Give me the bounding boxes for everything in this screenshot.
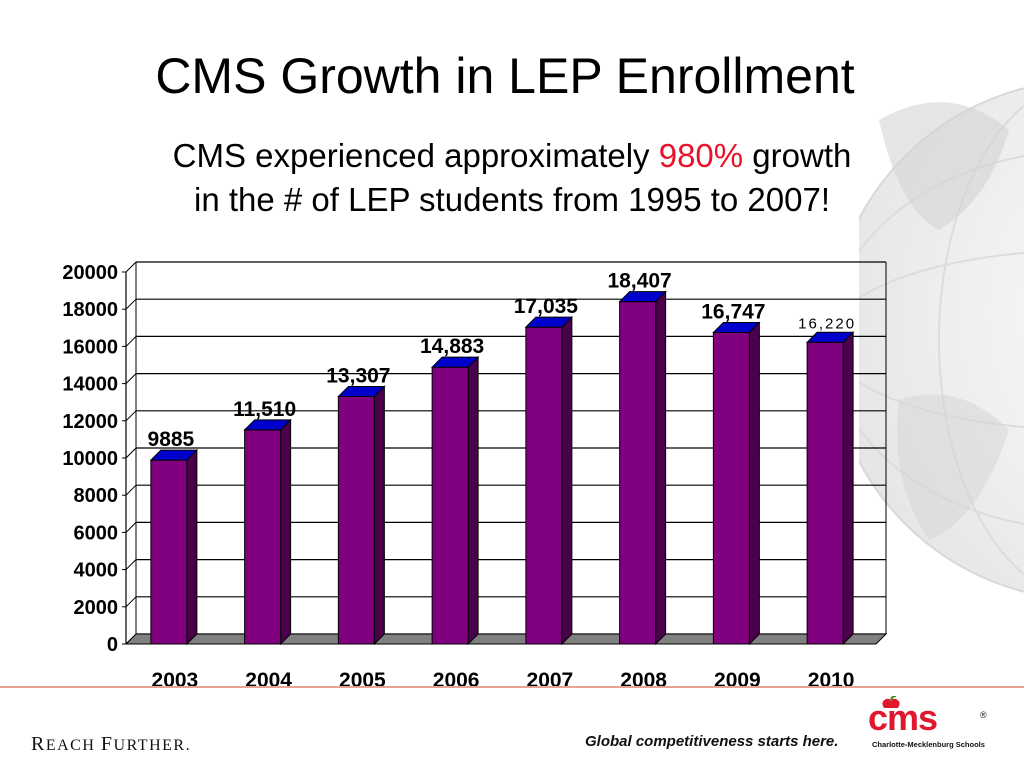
- data-label-2007: 17,035: [514, 295, 579, 318]
- subtitle-text-end: growth: [743, 137, 852, 174]
- y-tick-label: 2000: [74, 597, 119, 619]
- x-tick-label: 2003: [152, 669, 199, 690]
- bar-side-2010: [842, 331, 854, 646]
- x-tick-label: 2008: [620, 669, 667, 690]
- y-tick-label: 16000: [62, 336, 118, 358]
- cms-logo-text: cms: [868, 697, 938, 738]
- gridline-depth: [125, 336, 137, 347]
- bar-top-2009: [712, 322, 761, 334]
- data-label-2004: 11,510: [233, 398, 296, 421]
- x-tick-label: 2010: [808, 669, 855, 690]
- bar-side-2009: [748, 321, 760, 646]
- chart-floor: [124, 633, 888, 645]
- bar-top-2005: [337, 385, 386, 397]
- bar-chart: 0 2000 4000 6000 8000 10000 12000 14000 16000 180…: [62, 261, 888, 690]
- footer-divider: [0, 686, 1024, 688]
- bar-2003: [150, 459, 188, 645]
- y-tick-label: 18000: [62, 299, 118, 321]
- data-label-2008: 18,407: [608, 270, 672, 293]
- data-label-2006: 14,883: [420, 335, 484, 358]
- bar-2005: [337, 395, 375, 645]
- reach-letter-r: R: [31, 733, 46, 755]
- data-label-2009: 16,747: [701, 301, 765, 324]
- bar-side-2008: [655, 290, 667, 646]
- gridline-depth: [125, 447, 137, 459]
- gridline-depth: [125, 484, 137, 496]
- y-tick-label: 20000: [62, 262, 118, 284]
- bar-2004: [244, 429, 282, 645]
- bar-side-2004: [280, 418, 292, 646]
- bar-top-2004: [243, 419, 292, 431]
- apple-icon: [882, 696, 900, 708]
- further-word-rest: URTHER.: [113, 737, 192, 754]
- gridline-depth: [125, 373, 137, 384]
- bar-top-2007: [524, 316, 574, 328]
- bar-top-2008: [618, 291, 667, 303]
- slide-subtitle: CMS experienced approximately 980% growt…: [0, 134, 1024, 222]
- gridline-depth: [125, 298, 137, 310]
- data-label-2005: 13,307: [326, 364, 390, 387]
- y-tick-label: 14000: [62, 374, 118, 396]
- cms-logo: cms ® Charlotte-Mecklenburg Schools: [868, 696, 988, 754]
- bar-2006: [431, 366, 469, 645]
- bar-side-2003: [186, 448, 198, 646]
- x-tick-label: 2004: [245, 669, 292, 690]
- bar-top-2006: [430, 356, 480, 368]
- y-tick-label: 4000: [74, 560, 119, 582]
- y-tick-label: 0: [107, 634, 118, 656]
- x-tick-label: 2009: [714, 669, 761, 690]
- gridline-depth: [125, 559, 137, 570]
- bar-side-2007: [561, 315, 573, 646]
- reach-further-slogan: REACH FURTHER.: [31, 733, 191, 756]
- bar-2009: [712, 332, 750, 645]
- x-tick-label: 2005: [339, 669, 386, 690]
- slide-title: CMS Growth in LEP Enrollment: [155, 48, 855, 104]
- bar-top-2003: [149, 449, 199, 461]
- data-label-2010: 16,220: [798, 315, 856, 332]
- subtitle-line-2: in the # of LEP students from 1995 to 20…: [194, 181, 830, 218]
- gridline-depth: [125, 522, 137, 533]
- x-tick-label: 2007: [527, 669, 574, 690]
- reach-word-rest: EACH: [45, 737, 101, 754]
- cms-logo-subtitle: Charlotte-Mecklenburg Schools: [872, 740, 985, 749]
- bar-2007: [525, 326, 563, 645]
- bar-side-2006: [467, 355, 479, 646]
- bar-side-2005: [373, 385, 385, 646]
- footer-tagline: Global competitiveness starts here.: [585, 733, 839, 750]
- y-tick-label: 8000: [74, 485, 119, 507]
- bar-2010: [806, 341, 844, 645]
- y-tick-label: 10000: [62, 448, 118, 470]
- gridline-depth: [125, 261, 137, 273]
- y-tick-label: 6000: [74, 522, 119, 544]
- subtitle-highlight: 980%: [658, 137, 744, 174]
- registered-mark: ®: [980, 710, 987, 720]
- y-tick-label: 12000: [62, 411, 118, 433]
- gridline-depth: [125, 410, 137, 422]
- gridline-depth: [125, 596, 137, 608]
- bar-top-2010: [805, 331, 855, 343]
- reach-letter-f: F: [100, 733, 114, 755]
- bar-2008: [619, 301, 657, 645]
- subtitle-text-start: CMS experienced approximately: [172, 137, 659, 174]
- x-tick-label: 2006: [433, 669, 480, 690]
- data-label-2003: 9885: [148, 428, 195, 451]
